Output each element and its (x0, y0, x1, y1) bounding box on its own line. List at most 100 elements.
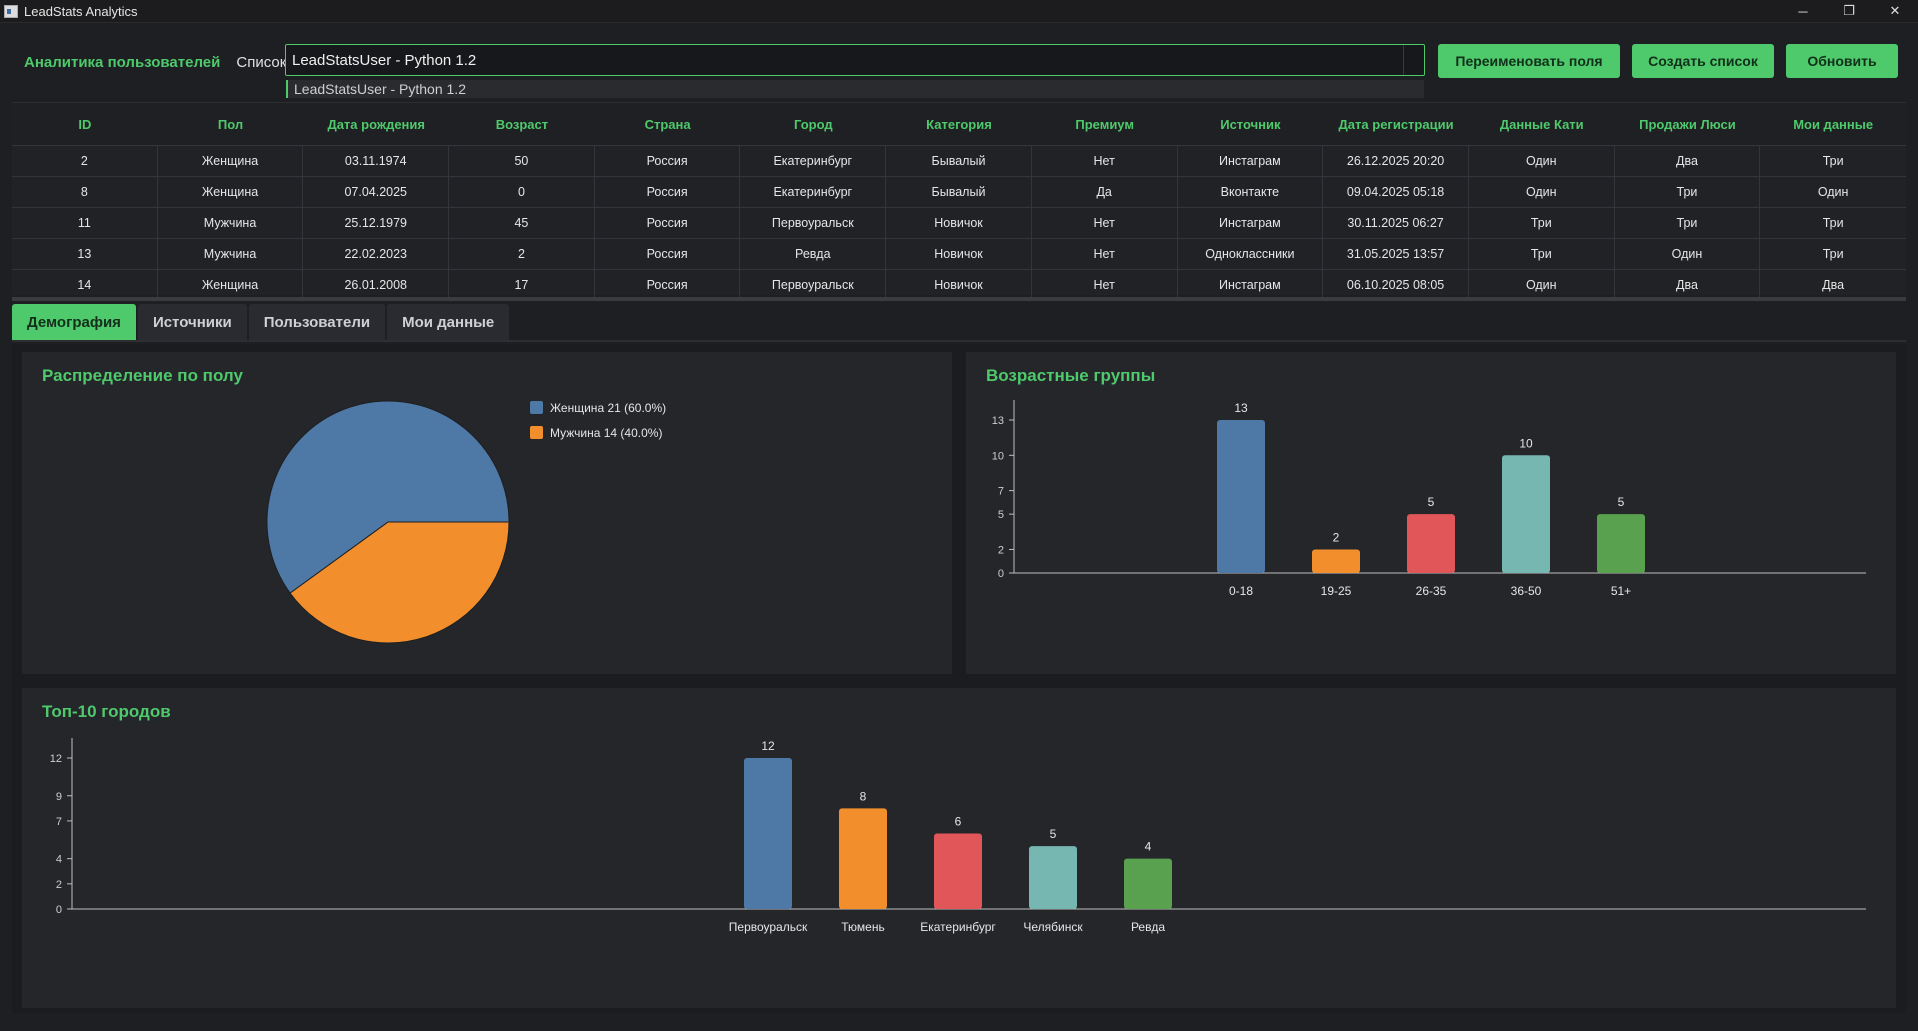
x-tick-label: 51+ (1611, 584, 1631, 598)
bar (744, 758, 792, 909)
table-cell: Женщина (158, 270, 304, 300)
y-tick-label: 7 (998, 486, 1004, 498)
y-tick-label: 12 (50, 753, 62, 765)
table-cell: 07.04.2025 (303, 177, 450, 207)
gender-chart-title: Распределение по полу (42, 366, 243, 385)
pie-slice (266, 400, 510, 594)
column-header[interactable]: Дата рождения (327, 116, 425, 132)
tab-3[interactable]: Мои данные (387, 304, 510, 340)
tab-2[interactable]: Пользователи (248, 304, 386, 340)
column-header[interactable]: Продажи Люси (1639, 116, 1736, 132)
cities-chart-panel: Топ-10 городов 0 2 4 7 9 12 12 Первоуральск 8 Тюм… (22, 688, 1896, 1008)
table-cell: Одноклассники (1178, 239, 1324, 269)
table-cell: Нет (1032, 208, 1178, 238)
table-row[interactable]: 13 Мужчина 22.02.2023 2 Россия Ревда Новичок Не… (12, 238, 1906, 269)
table-cell: 26.01.2008 (303, 270, 450, 300)
gender-chart-panel: Распределение по полу Женщина 21 (60.0%)… (22, 352, 952, 674)
table-row[interactable]: 14 Женщина 26.01.2008 17 Россия Первоуральск Н… (12, 269, 1906, 300)
age-chart-panel: Возрастные группы 0 2 5 7 10 13 13 0-18 2 19-25 5 2… (966, 352, 1896, 674)
y-tick-label: 2 (998, 544, 1004, 556)
bar-value-label: 8 (860, 789, 867, 803)
table-row[interactable]: 11 Мужчина 25.12.1979 45 Россия Первоуральск Н… (12, 207, 1906, 238)
table-cell: Нет (1032, 146, 1178, 176)
tab-1[interactable]: Источники (137, 304, 247, 340)
minimize-icon[interactable]: ─ (1798, 3, 1808, 19)
table-cell: 03.11.1974 (303, 146, 450, 176)
table-cell: Женщина (158, 146, 304, 176)
refresh-button[interactable]: Обновить (1786, 44, 1898, 78)
table-cell: Екатеринбург (740, 177, 887, 207)
table-cell: Три (1615, 208, 1761, 238)
bar-value-label: 4 (1145, 840, 1152, 854)
column-header[interactable]: Дата регистрации (1338, 116, 1454, 132)
table-cell: Три (1822, 247, 1844, 261)
table-header: ID Пол Дата рождения Возраст Страна Город Кате… (12, 103, 1906, 145)
table-cell: Новичок (886, 208, 1032, 238)
table-cell: Три (1615, 177, 1761, 207)
table-cell: Россия (595, 146, 741, 176)
y-tick-label: 0 (56, 904, 62, 916)
table-cell: 45 (449, 208, 595, 238)
table-cell: Один (1615, 239, 1761, 269)
table-cell: Россия (595, 270, 741, 300)
x-tick-label: Челябинск (1023, 920, 1083, 934)
window-title: LeadStats Analytics (24, 3, 138, 19)
table-cell: Бывалый (886, 177, 1032, 207)
table-cell: 11 (12, 208, 158, 238)
rename-fields-button[interactable]: Переименовать поля (1438, 44, 1620, 78)
table-cell: Россия (595, 239, 741, 269)
column-header[interactable]: Пол (217, 116, 244, 132)
bar-value-label: 12 (761, 739, 775, 753)
list-select-value: LeadStatsUser - Python 1.2 (292, 51, 477, 69)
column-header[interactable]: Город (793, 116, 833, 132)
table-cell: Два (1615, 146, 1761, 176)
table-horizontal-scrollbar[interactable] (12, 297, 1906, 301)
y-tick-label: 10 (992, 450, 1004, 462)
users-table: ID Пол Дата рождения Возраст Страна Город Кате… (12, 102, 1906, 300)
dropdown-arrow-icon[interactable] (1403, 45, 1424, 75)
table-cell: Новичок (886, 270, 1032, 300)
table-row[interactable]: 2 Женщина 03.11.1974 50 Россия Екатеринбург Бы… (12, 145, 1906, 176)
table-cell: Нет (1032, 270, 1178, 300)
close-icon[interactable]: ✕ (1889, 3, 1901, 18)
table-cell: 14 (12, 270, 158, 300)
column-header[interactable]: Данные Кати (1499, 116, 1584, 132)
list-select[interactable]: LeadStatsUser - Python 1.2 (285, 44, 1425, 76)
bar-value-label: 5 (1050, 827, 1057, 841)
table-cell: Россия (595, 177, 741, 207)
table-cell: Вконтакте (1178, 177, 1324, 207)
column-header[interactable]: Источник (1220, 116, 1281, 132)
table-cell: 31.05.2025 13:57 (1323, 239, 1469, 269)
bar-value-label: 10 (1519, 436, 1533, 450)
column-header[interactable]: Возраст (495, 116, 549, 132)
table-cell: Мужчина (158, 208, 304, 238)
legend-swatch (530, 426, 543, 439)
maximize-icon[interactable]: ❐ (1843, 3, 1855, 18)
gender-pie-chart: Женщина 21 (60.0%) Мужчина 14 (40.0%) (266, 400, 666, 644)
column-header[interactable]: Страна (644, 116, 691, 132)
column-header[interactable]: Категория (926, 116, 992, 132)
table-cell: 26.12.2025 20:20 (1323, 146, 1469, 176)
table-cell: Нет (1032, 239, 1178, 269)
y-tick-label: 13 (992, 415, 1004, 427)
table-row[interactable]: 8 Женщина 07.04.2025 0 Россия Екатеринбург Быв… (12, 176, 1906, 207)
bar-value-label: 6 (955, 815, 962, 829)
table-body: 2 Женщина 03.11.1974 50 Россия Екатеринбург Бы… (12, 145, 1906, 300)
list-dropdown-option[interactable]: LeadStatsUser - Python 1.2 (286, 80, 1424, 98)
table-cell: Инстаграм (1178, 270, 1324, 300)
legend-swatch (530, 401, 543, 414)
x-tick-label: 26-35 (1416, 584, 1447, 598)
table-cell: Да (1032, 177, 1178, 207)
x-tick-label: 36-50 (1511, 584, 1542, 598)
create-list-button[interactable]: Создать список (1632, 44, 1774, 78)
brand-title: Аналитика пользователей (24, 53, 221, 71)
column-header[interactable]: Мои данные (1793, 116, 1874, 132)
column-header[interactable]: ID (78, 116, 92, 132)
table-cell: Три (1822, 154, 1844, 168)
table-cell: Женщина (158, 177, 304, 207)
table-cell: 06.10.2025 08:05 (1323, 270, 1469, 300)
column-header[interactable]: Премиум (1075, 116, 1134, 132)
table-cell: Первоуральск (740, 208, 887, 238)
table-cell: Инстаграм (1178, 208, 1324, 238)
tab-0[interactable]: Демография (12, 304, 136, 340)
